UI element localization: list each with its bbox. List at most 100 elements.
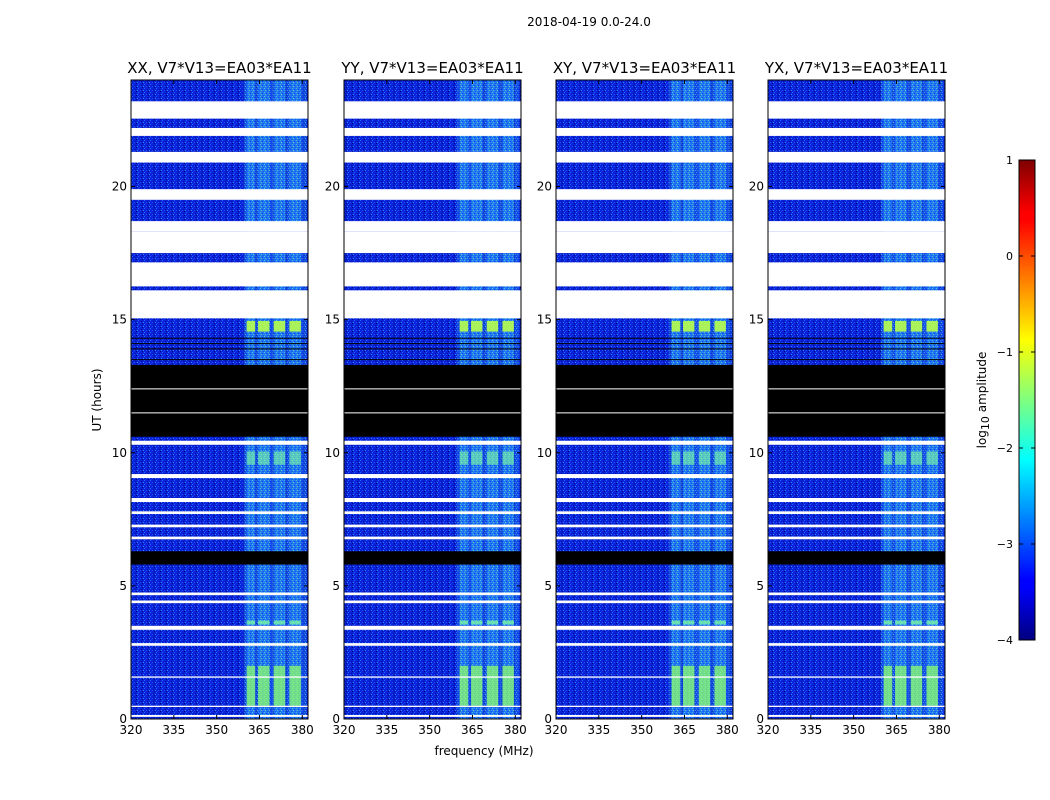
rfi-burst: [246, 451, 256, 465]
data-gap: [556, 676, 733, 678]
rfi-burst: [895, 665, 907, 706]
colorbar-tick-label: 1: [1006, 154, 1013, 167]
y-tick-label: 0: [544, 712, 552, 726]
data-gap: [344, 592, 521, 596]
x-tick-label: 350: [418, 723, 441, 737]
rfi-burst: [714, 320, 726, 332]
y-tick-label: 0: [119, 712, 127, 726]
colorbar-gradient: [1018, 159, 1036, 641]
rfi-burst: [714, 620, 726, 625]
rfi-burst: [683, 620, 695, 625]
rfi-burst: [683, 320, 695, 332]
data-gap: [556, 524, 733, 528]
x-tick-label: 320: [333, 723, 356, 737]
data-gap: [768, 440, 945, 445]
y-tick-label: 5: [332, 579, 340, 593]
rfi-burst: [246, 620, 256, 625]
rfi-burst: [289, 320, 301, 332]
data-gap: [131, 498, 308, 503]
data-gap: [556, 536, 733, 540]
x-tick-label: 380: [716, 723, 739, 737]
x-tick-label: 335: [799, 723, 822, 737]
rfi-burst: [671, 320, 681, 332]
data-gap: [344, 101, 521, 119]
data-gap: [344, 221, 521, 232]
data-gap: [556, 231, 733, 254]
rfi-burst: [273, 620, 286, 625]
x-tick-label: 365: [461, 723, 484, 737]
data-gap: [344, 231, 521, 254]
rfi-burst: [698, 620, 711, 625]
data-gap: [344, 511, 521, 514]
data-gap: [344, 474, 521, 479]
x-tick-label: 320: [120, 723, 143, 737]
rfi-burst: [459, 665, 469, 706]
y-tick-label: 10: [537, 446, 552, 460]
data-gap: [768, 101, 945, 119]
rfi-burst: [671, 620, 681, 625]
x-tick-label: 350: [205, 723, 228, 737]
colorbar: 1 0 −1 −2 −3 −4 log10 amplitude: [975, 154, 1036, 647]
data-gap: [344, 498, 521, 503]
data-gap: [131, 221, 308, 232]
data-gap: [768, 151, 945, 163]
panel-title: YX, V7*V13=EA03*EA11: [764, 59, 948, 77]
masked-block: [131, 364, 308, 437]
x-tick-label: 335: [587, 723, 610, 737]
data-gap: [768, 231, 945, 254]
x-tick-label: 335: [375, 723, 398, 737]
data-gap: [556, 151, 733, 163]
data-gap: [768, 127, 945, 136]
rfi-burst: [698, 320, 711, 332]
x-tick-label: 380: [291, 723, 314, 737]
rfi-burst: [502, 665, 514, 706]
data-gap: [768, 705, 945, 708]
colorbar-tick-label: −3: [997, 538, 1013, 551]
y-tick-label: 20: [325, 180, 340, 194]
y-tick-label: 10: [112, 446, 127, 460]
data-gap: [768, 290, 945, 319]
panel-xy: XY, V7*V13=EA03*EA11 320 335 350 365 380 0 5 10 1…: [537, 59, 739, 737]
data-gap: [344, 127, 521, 136]
data-gap: [344, 676, 521, 678]
data-gap: [131, 474, 308, 479]
rfi-burst: [486, 451, 499, 465]
y-tick-label: 15: [749, 313, 764, 327]
x-tick-label: 365: [885, 723, 908, 737]
data-gap: [131, 715, 308, 717]
rfi-burst: [910, 451, 923, 465]
rfi-burst: [895, 620, 907, 625]
data-gap: [131, 524, 308, 528]
rfi-burst: [883, 451, 893, 465]
data-gap: [344, 600, 521, 604]
panel-frame: [555, 79, 734, 720]
data-gap: [344, 262, 521, 287]
data-gap: [344, 643, 521, 646]
masked-block: [556, 364, 733, 437]
colorbar-tick-label: −2: [997, 442, 1013, 455]
data-gap: [131, 643, 308, 646]
data-gap: [556, 127, 733, 136]
rfi-burst: [273, 451, 286, 465]
data-gap: [344, 151, 521, 163]
data-gap: [131, 511, 308, 514]
rfi-burst: [671, 451, 681, 465]
rfi-burst: [714, 451, 726, 465]
data-gap: [344, 290, 521, 319]
rfi-burst: [671, 665, 681, 706]
data-gap: [131, 231, 308, 254]
data-gap: [768, 474, 945, 479]
data-gap: [556, 511, 733, 514]
rfi-burst: [502, 451, 514, 465]
y-tick-label: 20: [749, 180, 764, 194]
rfi-burst: [926, 620, 938, 625]
y-tick-label: 0: [332, 712, 340, 726]
rfi-burst: [698, 451, 711, 465]
rfi-burst: [714, 665, 726, 706]
masked-block: [768, 551, 945, 565]
data-gap: [344, 524, 521, 528]
data-gap: [768, 592, 945, 596]
rfi-burst: [883, 665, 893, 706]
y-tick-label: 5: [119, 579, 127, 593]
